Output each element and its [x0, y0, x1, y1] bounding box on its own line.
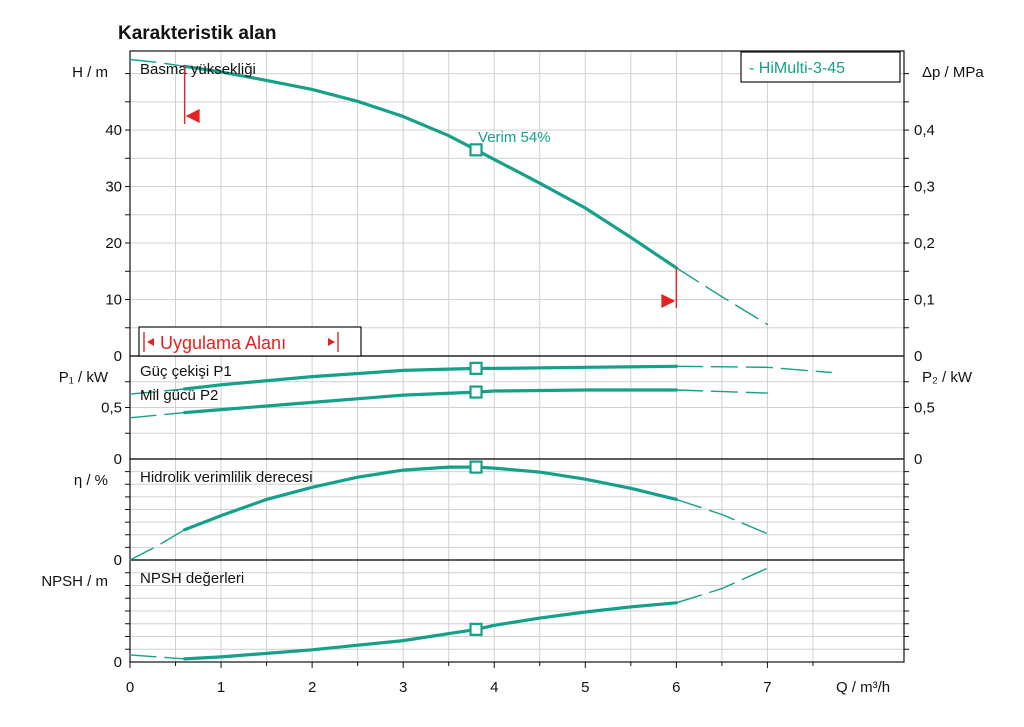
- series-line-npsh-right-dashed: [675, 567, 769, 604]
- series-line-power-right-dashed: [675, 365, 832, 374]
- legend: - HiMulti-3-45: [740, 51, 901, 83]
- operating-point-marker: [469, 143, 483, 157]
- y-right-axis-label: P₂ / kW: [922, 369, 973, 386]
- x-tick-label: 0: [126, 679, 134, 696]
- series-line-power-solid: [183, 388, 679, 415]
- y-axis-label: P₁ / kW: [59, 369, 109, 386]
- series-line-power-right-dashed: [675, 389, 769, 394]
- series-line-head-solid: [183, 64, 679, 270]
- legend-box: [740, 51, 901, 83]
- x-tick-label: 4: [490, 679, 498, 696]
- y-tick-label: 0: [114, 552, 122, 569]
- panel-frame: [129, 50, 905, 357]
- series-line-power-left-dashed: [129, 411, 186, 419]
- markers: [469, 143, 483, 636]
- y-right-tick-label: 0,3: [914, 179, 935, 196]
- range-limit-flag-min: [185, 109, 200, 123]
- series-line-npsh-left-dashed: [129, 654, 186, 660]
- y-right-tick-label: 0,1: [914, 292, 935, 309]
- y-right-tick-label: 0: [914, 451, 922, 468]
- operating-point-marker: [469, 460, 483, 474]
- x-tick-label: 3: [399, 679, 407, 696]
- application-range-box: [138, 326, 362, 357]
- annotations: Basma yüksekliği Verim 54% - HiMulti-3-45 U…: [138, 51, 901, 587]
- series-line-power-solid: [183, 364, 679, 391]
- range-arrow-right: [328, 338, 335, 346]
- y-right-axis-label: Δp / MPa: [922, 64, 984, 81]
- series-line-npsh-solid: [183, 601, 679, 661]
- panel-label: Basma yüksekliği: [140, 61, 256, 78]
- series-line-efficiency-right-dashed: [675, 498, 769, 535]
- panel-label: NPSH değerleri: [140, 570, 244, 587]
- legend-entry: - HiMulti-3-45: [749, 60, 845, 77]
- y-tick-label: 0: [114, 348, 122, 365]
- y-axis-label: NPSH / m: [41, 573, 108, 590]
- series-line-efficiency-solid: [183, 465, 679, 532]
- y-axis-label: H / m: [72, 64, 108, 81]
- x-tick-label: 2: [308, 679, 316, 696]
- series-line-power-left-dashed: [129, 388, 186, 395]
- y-tick-label: 10: [105, 292, 122, 309]
- x-axis-label: Q / m³/h: [836, 679, 890, 696]
- y-right-tick-label: 0,4: [914, 122, 935, 139]
- y-tick-label: 20: [105, 235, 122, 252]
- operating-point-marker: [469, 385, 483, 399]
- y-axis-label: η / %: [74, 472, 108, 489]
- panel-label: Hidrolik verimlilik derecesi: [140, 469, 313, 486]
- range-limit-flag-max: [661, 294, 676, 308]
- series-line-head-right-dashed: [675, 267, 769, 326]
- series: [129, 58, 832, 661]
- panel-label-p2: Mil gücü P2: [140, 387, 218, 404]
- application-range: Uygulama Alanı: [138, 326, 362, 357]
- y-tick-label: 40: [105, 122, 122, 139]
- y-tick-label: 0: [114, 451, 122, 468]
- y-right-tick-label: 0,5: [914, 400, 935, 417]
- operating-point-marker: [469, 622, 483, 636]
- application-range-label: Uygulama Alanı: [160, 333, 286, 353]
- efficiency-annotation: Verim 54%: [478, 129, 551, 146]
- x-tick-label: 1: [217, 679, 225, 696]
- x-tick-label: 7: [763, 679, 771, 696]
- operating-point-marker: [469, 361, 483, 375]
- y-right-tick-label: 0,2: [914, 235, 935, 252]
- y-tick-label: 0: [114, 654, 122, 671]
- chart-title: Karakteristik alan: [118, 23, 276, 44]
- grid: [130, 51, 904, 662]
- y-tick-label: 30: [105, 179, 122, 196]
- x-tick-label: 5: [581, 679, 589, 696]
- x-tick-label: 6: [672, 679, 680, 696]
- y-tick-label: 0,5: [101, 400, 122, 417]
- series-line-efficiency-left-dashed: [129, 529, 186, 561]
- series-line-head-left-dashed: [129, 58, 186, 68]
- range-arrow-left: [147, 338, 154, 346]
- panel-label-p1: Güç çekişi P1: [140, 363, 232, 380]
- y-right-tick-label: 0: [914, 348, 922, 365]
